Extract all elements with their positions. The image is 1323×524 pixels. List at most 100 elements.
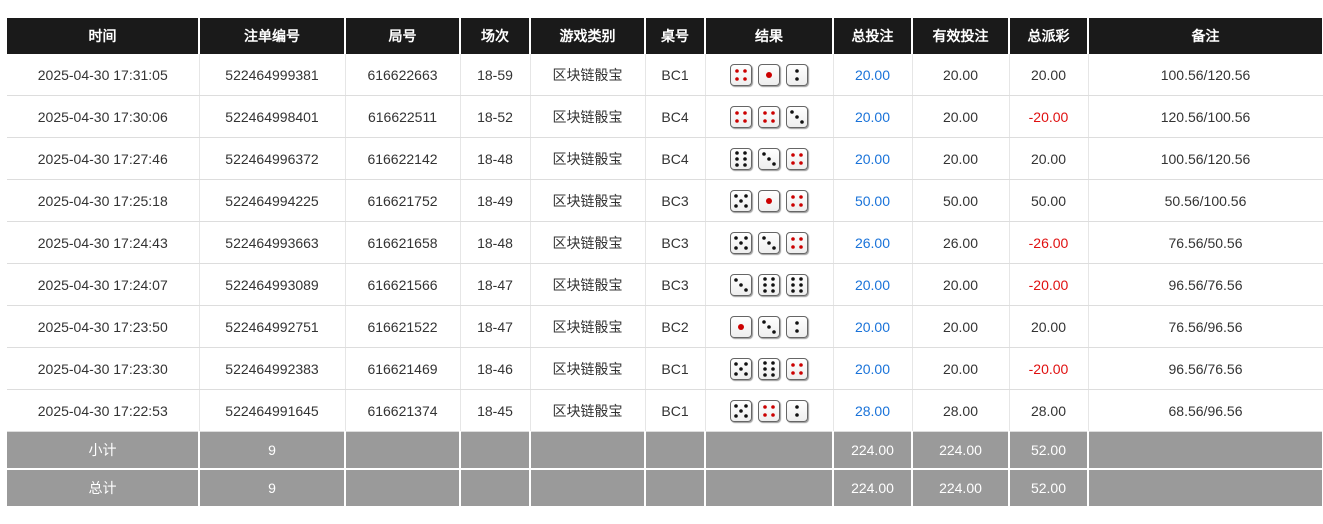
cell-bet_id: 522464993663 bbox=[199, 221, 346, 264]
die-3-icon bbox=[786, 105, 808, 128]
cell-total-bet: 20.00 bbox=[833, 95, 913, 138]
cell-bet_id: 522464993089 bbox=[199, 263, 346, 306]
cell-session: 18-47 bbox=[460, 263, 531, 306]
subtotal-total-bet: 224.00 bbox=[833, 431, 913, 470]
cell-time: 2025-04-30 17:30:06 bbox=[7, 95, 200, 138]
cell-bet_id: 522464992751 bbox=[199, 305, 346, 348]
cell-game: 区块链骰宝 bbox=[530, 179, 646, 222]
subtotal-row: 小计 9 224.00 224.00 52.00 bbox=[7, 431, 1323, 470]
cell-total-bet: 20.00 bbox=[833, 263, 913, 306]
cell-time: 2025-04-30 17:31:05 bbox=[7, 54, 200, 96]
empty-cell bbox=[345, 431, 461, 470]
cell-round: 616621374 bbox=[345, 389, 461, 432]
die-2-icon bbox=[786, 315, 808, 338]
column-header: 桌号 bbox=[645, 18, 706, 54]
cell-round: 616622142 bbox=[345, 137, 461, 180]
cell-payout: 28.00 bbox=[1009, 389, 1089, 432]
cell-round: 616621522 bbox=[345, 305, 461, 348]
die-4-icon bbox=[786, 147, 808, 170]
cell-note: 76.56/96.56 bbox=[1088, 305, 1323, 348]
cell-table: BC3 bbox=[645, 179, 706, 222]
cell-bet_id: 522464999381 bbox=[199, 54, 346, 96]
cell-session: 18-49 bbox=[460, 179, 531, 222]
cell-game: 区块链骰宝 bbox=[530, 95, 646, 138]
cell-round: 616622663 bbox=[345, 54, 461, 96]
cell-note: 96.56/76.56 bbox=[1088, 263, 1323, 306]
die-1-icon bbox=[758, 63, 780, 86]
cell-bet_id: 522464998401 bbox=[199, 95, 346, 138]
cell-session: 18-52 bbox=[460, 95, 531, 138]
cell-result bbox=[705, 54, 834, 96]
die-6-icon bbox=[758, 357, 780, 380]
cell-table: BC1 bbox=[645, 389, 706, 432]
subtotal-payout: 52.00 bbox=[1009, 431, 1089, 470]
cell-note: 96.56/76.56 bbox=[1088, 347, 1323, 390]
column-header: 总派彩 bbox=[1009, 18, 1089, 54]
cell-valid-bet: 20.00 bbox=[912, 95, 1010, 138]
cell-valid-bet: 26.00 bbox=[912, 221, 1010, 264]
cell-session: 18-46 bbox=[460, 347, 531, 390]
empty-cell bbox=[1088, 431, 1323, 470]
cell-time: 2025-04-30 17:22:53 bbox=[7, 389, 200, 432]
cell-total-bet: 26.00 bbox=[833, 221, 913, 264]
die-2-icon bbox=[786, 399, 808, 422]
table-row: 2025-04-30 17:31:05 522464999381 616622663… bbox=[7, 54, 1323, 96]
die-3-icon bbox=[758, 315, 780, 338]
cell-round: 616621469 bbox=[345, 347, 461, 390]
cell-result bbox=[705, 389, 834, 432]
total-count: 9 bbox=[199, 469, 346, 508]
empty-cell bbox=[460, 431, 531, 470]
cell-round: 616621566 bbox=[345, 263, 461, 306]
empty-cell bbox=[1088, 469, 1323, 508]
cell-result bbox=[705, 137, 834, 180]
die-3-icon bbox=[758, 147, 780, 170]
cell-bet_id: 522464991645 bbox=[199, 389, 346, 432]
table-row: 2025-04-30 17:23:50 522464992751 616621522… bbox=[7, 305, 1323, 348]
die-4-icon bbox=[730, 63, 752, 86]
bet-records-table: 时间 注单编号 局号 场次 游戏类别 桌号 结果 总投注 有效投注 总派彩 备注 2025-04-3… bbox=[7, 18, 1323, 508]
empty-cell bbox=[705, 431, 834, 470]
cell-valid-bet: 20.00 bbox=[912, 347, 1010, 390]
cell-time: 2025-04-30 17:25:18 bbox=[7, 179, 200, 222]
die-4-icon bbox=[786, 231, 808, 254]
cell-game: 区块链骰宝 bbox=[530, 389, 646, 432]
empty-cell bbox=[645, 431, 706, 470]
cell-result bbox=[705, 221, 834, 264]
cell-round: 616621752 bbox=[345, 179, 461, 222]
cell-time: 2025-04-30 17:24:07 bbox=[7, 263, 200, 306]
cell-result bbox=[705, 263, 834, 306]
die-1-icon bbox=[758, 189, 780, 212]
empty-cell bbox=[460, 469, 531, 508]
cell-note: 120.56/100.56 bbox=[1088, 95, 1323, 138]
empty-cell bbox=[705, 469, 834, 508]
cell-table: BC1 bbox=[645, 347, 706, 390]
table-row: 2025-04-30 17:24:07 522464993089 616621566… bbox=[7, 263, 1323, 306]
table-row: 2025-04-30 17:30:06 522464998401 616622511… bbox=[7, 95, 1323, 138]
cell-result bbox=[705, 347, 834, 390]
die-4-icon bbox=[730, 105, 752, 128]
total-row: 总计 9 224.00 224.00 52.00 bbox=[7, 469, 1323, 508]
cell-bet_id: 522464994225 bbox=[199, 179, 346, 222]
cell-payout: 50.00 bbox=[1009, 179, 1089, 222]
column-header: 时间 bbox=[7, 18, 200, 54]
column-header: 场次 bbox=[460, 18, 531, 54]
table-row: 2025-04-30 17:24:43 522464993663 616621658… bbox=[7, 221, 1323, 264]
table-row: 2025-04-30 17:27:46 522464996372 616622142… bbox=[7, 137, 1323, 180]
empty-cell bbox=[530, 431, 646, 470]
cell-payout: -20.00 bbox=[1009, 263, 1089, 306]
die-6-icon bbox=[730, 147, 752, 170]
die-2-icon bbox=[786, 63, 808, 86]
cell-table: BC4 bbox=[645, 95, 706, 138]
cell-payout: 20.00 bbox=[1009, 305, 1089, 348]
cell-result bbox=[705, 179, 834, 222]
total-payout: 52.00 bbox=[1009, 469, 1089, 508]
cell-game: 区块链骰宝 bbox=[530, 54, 646, 96]
column-header: 注单编号 bbox=[199, 18, 346, 54]
total-valid-bet: 224.00 bbox=[912, 469, 1010, 508]
die-3-icon bbox=[730, 273, 752, 296]
cell-session: 18-48 bbox=[460, 221, 531, 264]
cell-total-bet: 50.00 bbox=[833, 179, 913, 222]
cell-time: 2025-04-30 17:27:46 bbox=[7, 137, 200, 180]
cell-game: 区块链骰宝 bbox=[530, 305, 646, 348]
die-6-icon bbox=[758, 273, 780, 296]
